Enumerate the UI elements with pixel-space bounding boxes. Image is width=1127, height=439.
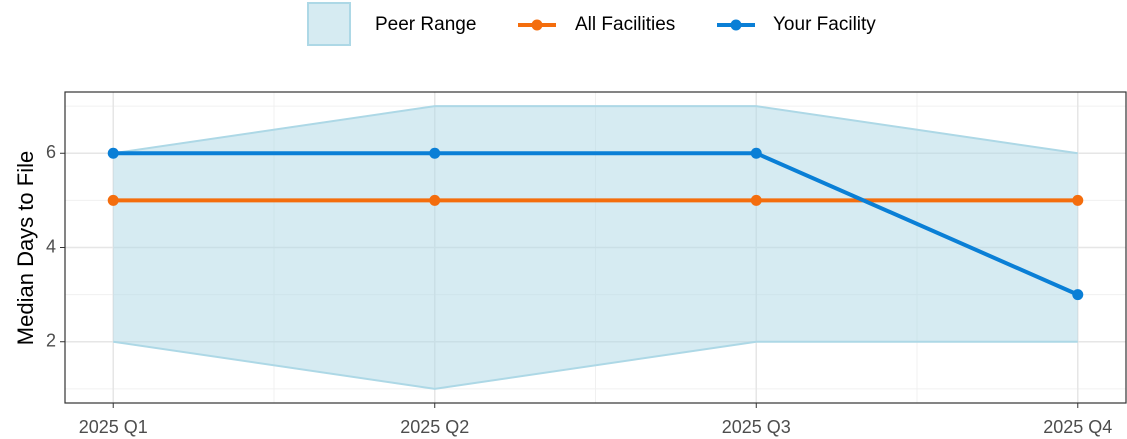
x-tick-label: 2025 Q1 [79, 417, 148, 437]
series-point [429, 147, 441, 159]
legend-key [307, 2, 351, 46]
legend-key [531, 19, 543, 31]
series-point [1072, 289, 1084, 301]
series-point [1072, 194, 1084, 206]
peer-range-lower [113, 340, 1078, 390]
series-point [107, 147, 119, 159]
x-tick-label: 2025 Q3 [722, 417, 791, 437]
peer-range-band [113, 106, 1078, 389]
legend: Peer Range All Facilities Your Facility [307, 2, 876, 46]
panel-border [64, 91, 1127, 404]
series-point [750, 147, 762, 159]
legend-label: All Facilities [575, 14, 675, 35]
legend-label: Your Facility [773, 14, 876, 35]
peer-range-upper [113, 105, 1078, 155]
y-axis-title: Median Days to File [13, 151, 38, 345]
series-line [113, 151, 1079, 297]
series-point [107, 194, 119, 206]
y-tick-label: 4 [46, 236, 56, 256]
y-tick-label: 2 [46, 330, 56, 350]
legend-label: Peer Range [375, 14, 476, 35]
x-tick-label: 2025 Q4 [1043, 417, 1112, 437]
series-point [750, 194, 762, 206]
legend-key [730, 19, 742, 31]
series-point [429, 194, 441, 206]
x-tick-label: 2025 Q2 [400, 417, 469, 437]
y-tick-label: 6 [46, 142, 56, 162]
